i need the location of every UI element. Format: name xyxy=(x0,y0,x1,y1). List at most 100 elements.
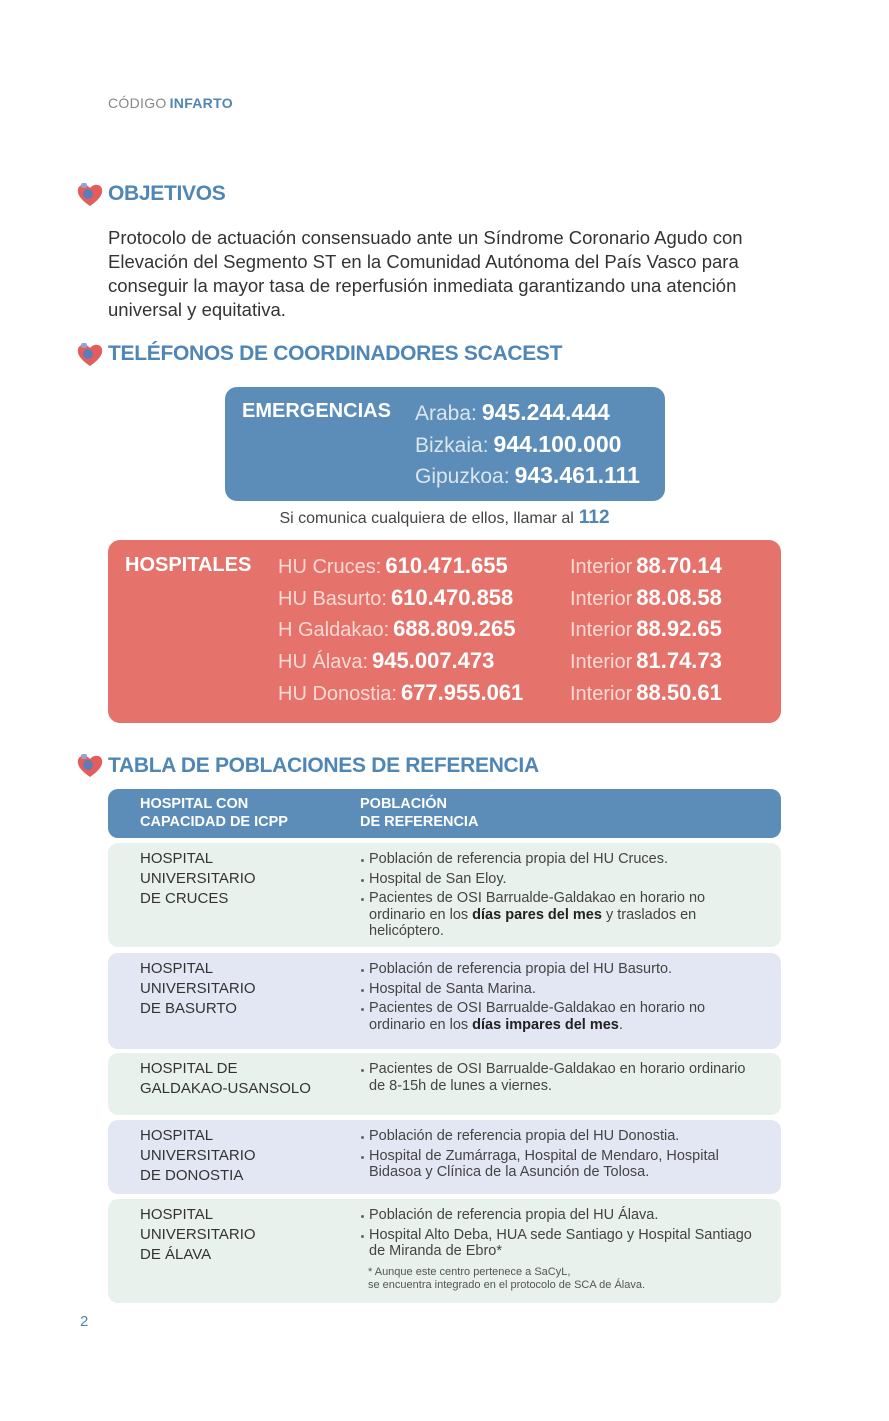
interior-phone: Interior 88.08.58 xyxy=(570,585,722,611)
items-cell: Población de referencia propia del HU Cr… xyxy=(360,851,765,943)
phone-number: 677.955.061 xyxy=(400,679,524,705)
footnote-line: * Aunque este centro pertenece a SaCyL, xyxy=(368,1265,571,1278)
phone-number: 610.471.655 xyxy=(385,553,508,578)
hospital-phone: H Galdakao: 688.809.265 xyxy=(278,616,516,642)
hospital-cell: HOSPITAL UNIVERSITARIO DE BASURTO xyxy=(140,959,256,1019)
hospital-line: GALDAKAO-USANSOLO xyxy=(140,1080,311,1097)
phone-number: 945.244.444 xyxy=(481,399,610,425)
phone-number: 945.007.473 xyxy=(372,648,495,674)
interior-label: Interior xyxy=(570,556,633,578)
interior-label: Interior xyxy=(570,682,633,705)
list-item: Hospital de Santa Marina. xyxy=(360,981,765,998)
hospital-line: UNIVERSITARIO xyxy=(140,980,256,997)
item-text: Hospital de Santa Marina. xyxy=(369,980,536,997)
hospital-line: UNIVERSITARIO xyxy=(140,870,256,887)
hospitals-label: HOSPITALES xyxy=(125,554,252,576)
phone-number: 944.100.000 xyxy=(493,430,622,457)
hospital-line: DE CRUCES xyxy=(140,890,229,907)
table-row: HOSPITAL DE GALDAKAO-USANSOLO Pacientes de… xyxy=(108,1053,781,1115)
header-line: HOSPITAL CON xyxy=(140,796,249,812)
hospital-name: HU Donostia: xyxy=(278,682,397,705)
note-number: 112 xyxy=(578,507,610,528)
items-cell: Población de referencia propia del HU Ál… xyxy=(360,1207,765,1292)
bullet xyxy=(361,878,364,882)
item-text: Pacientes de OSI Barrualde-Galdakao en h… xyxy=(369,890,706,923)
interior-number: 88.08.58 xyxy=(636,584,722,610)
hospital-phone: HU Basurto: 610.470.858 xyxy=(278,585,513,611)
interior-phone: Interior 88.92.65 xyxy=(570,616,722,642)
heart-icon xyxy=(76,752,104,780)
interior-phone: Interior 88.70.14 xyxy=(570,553,722,579)
item-text: y traslados en helicóptero. xyxy=(369,906,697,940)
header-line: CAPACIDAD DE ICPP xyxy=(140,814,288,830)
place: Araba: xyxy=(415,402,477,425)
hospital-line: DE BASURTO xyxy=(140,1000,237,1017)
hospital-line: HOSPITAL DE xyxy=(140,1060,238,1077)
table-row: HOSPITAL UNIVERSITARIO DE CRUCES Población … xyxy=(108,843,781,947)
interior-label: Interior xyxy=(570,651,633,674)
hospital-name: H Galdakao: xyxy=(278,619,390,642)
hospital-name: HU Álava: xyxy=(278,651,369,674)
items-cell: Población de referencia propia del HU Do… xyxy=(360,1128,765,1184)
section-title: TELÉFONOS DE COORDINADORES SCACEST xyxy=(108,342,563,365)
bullet xyxy=(361,1136,364,1139)
hospitals-box: HOSPITALES HU Cruces: 610.471.655 Interior 8… xyxy=(108,540,781,723)
bold-text: días pares del mes xyxy=(472,906,602,923)
phone-number: 610.470.858 xyxy=(390,584,514,610)
heart-svg xyxy=(77,754,103,777)
item-text: Población de referencia propia del HU Cr… xyxy=(369,851,669,867)
running-header: CÓDIGO INFARTO xyxy=(108,95,233,111)
heart-svg xyxy=(77,343,103,366)
section-title: TABLA DE POBLACIONES DE REFERENCIA xyxy=(108,754,539,777)
interior-phone: Interior 81.74.73 xyxy=(570,648,722,674)
item-text: . xyxy=(618,1016,623,1033)
list-item: Hospital de Zumárraga, Hospital de Menda… xyxy=(360,1148,765,1181)
list-item: Población de referencia propia del HU Ba… xyxy=(360,961,765,978)
hospital-cell: HOSPITAL UNIVERSITARIO DE DONOSTIA xyxy=(140,1126,256,1186)
header-cell: POBLACIÓN DE REFERENCIA xyxy=(360,795,478,831)
hospital-phone: HU Cruces: 610.471.655 xyxy=(278,553,508,579)
interior-phone: Interior 88.50.61 xyxy=(570,680,722,706)
hospital-cell: HOSPITAL UNIVERSITARIO DE CRUCES xyxy=(140,849,256,909)
header-highlight: INFARTO xyxy=(169,95,233,111)
bullet xyxy=(361,898,364,901)
place: Bizkaia: xyxy=(415,433,489,457)
note: Si comunica cualquiera de ellos, llamar … xyxy=(0,507,889,529)
footnote-line: se encuentra integrado en el protocolo d… xyxy=(368,1278,646,1291)
list-item: Población de referencia propia del HU Do… xyxy=(360,1128,765,1145)
list-item: Pacientes de OSI Barrualde-Galdakao en h… xyxy=(360,1061,765,1094)
list-item: Hospital Alto Deba, HUA sede Santiago y … xyxy=(360,1227,765,1260)
hospital-line: DE DONOSTIA xyxy=(140,1167,244,1184)
header-line: POBLACIÓN xyxy=(360,796,447,812)
objectives-text: Protocolo de actuación consensuado ante … xyxy=(108,227,743,320)
page-number: 2 xyxy=(80,1313,89,1330)
item-text: Hospital Alto Deba, HUA sede Santiago y … xyxy=(369,1226,752,1260)
heart-svg xyxy=(77,183,103,206)
table-header: HOSPITAL CON CAPACIDAD DE ICPP POBLACIÓN DE… xyxy=(108,789,781,838)
footnote: * Aunque este centro pertenece a SaCyL, s… xyxy=(360,1266,765,1292)
list-item: Pacientes de OSI Barrualde-Galdakao en h… xyxy=(360,1000,765,1033)
list-item: Población de referencia propia del HU Cr… xyxy=(360,851,765,868)
table-row: HOSPITAL UNIVERSITARIO DE DONOSTIA Població… xyxy=(108,1120,781,1194)
emergencies-box: EMERGENCIAS Araba: 945.244.444 Bizkaia: 944.… xyxy=(225,387,665,501)
hospital-name: HU Cruces: xyxy=(278,556,382,578)
bullet xyxy=(361,988,364,992)
hospital-line: HOSPITAL xyxy=(140,850,214,867)
interior-number: 88.92.65 xyxy=(636,616,722,642)
item-text: Pacientes de OSI Barrualde-Galdakao en h… xyxy=(369,1061,746,1094)
heart-icon xyxy=(76,181,104,209)
items-cell: Población de referencia propia del HU Ba… xyxy=(360,961,765,1036)
bullet xyxy=(361,1215,364,1218)
section-title: OBJETIVOS xyxy=(108,182,226,205)
table-row: HOSPITAL UNIVERSITARIO DE ÁLAVA Población d… xyxy=(108,1199,781,1303)
list-item: Pacientes de OSI Barrualde-Galdakao en h… xyxy=(360,890,765,940)
interior-number: 81.74.73 xyxy=(636,648,722,674)
hospital-line: UNIVERSITARIO xyxy=(140,1226,256,1243)
hospital-phone: HU Donostia: 677.955.061 xyxy=(278,680,523,706)
note-text: Si comunica cualquiera de ellos, llamar … xyxy=(279,510,574,527)
header-prefix: CÓDIGO xyxy=(108,95,167,111)
heart-icon xyxy=(76,341,104,369)
header-line: DE REFERENCIA xyxy=(360,814,479,830)
phone-number: 943.461.111 xyxy=(514,462,640,488)
